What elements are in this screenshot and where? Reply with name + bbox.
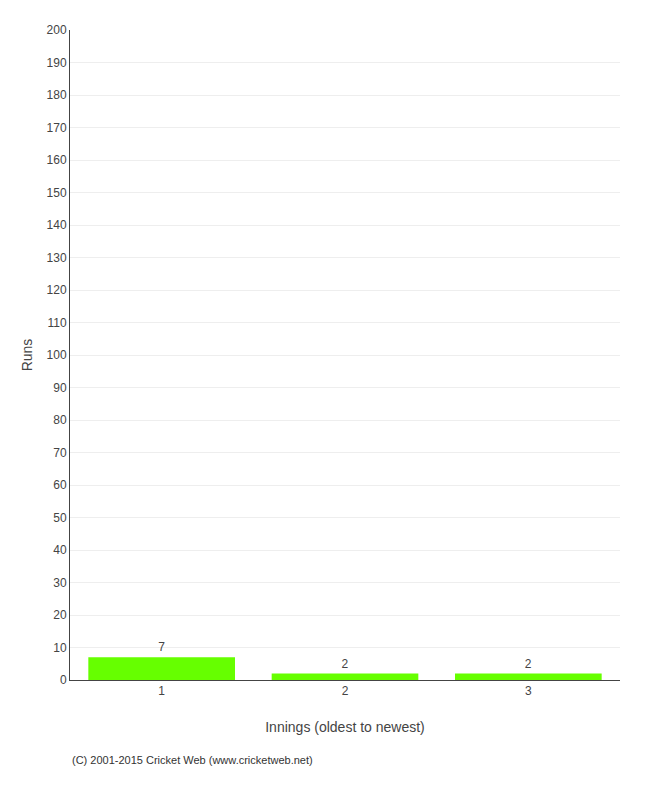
svg-text:3: 3 — [525, 684, 532, 698]
svg-text:130: 130 — [47, 251, 67, 265]
svg-text:40: 40 — [53, 543, 67, 557]
svg-text:2: 2 — [342, 684, 349, 698]
svg-text:100: 100 — [47, 348, 67, 362]
svg-text:70: 70 — [53, 446, 67, 460]
svg-text:120: 120 — [47, 283, 67, 297]
svg-text:50: 50 — [53, 511, 67, 525]
svg-text:(C) 2001-2015 Cricket Web (www: (C) 2001-2015 Cricket Web (www.cricketwe… — [72, 754, 313, 766]
svg-text:7: 7 — [158, 640, 165, 654]
svg-text:110: 110 — [47, 316, 66, 330]
svg-text:200: 200 — [47, 23, 67, 37]
svg-text:10: 10 — [53, 641, 67, 655]
svg-text:90: 90 — [53, 381, 67, 395]
svg-text:2: 2 — [342, 657, 349, 671]
svg-text:150: 150 — [47, 186, 67, 200]
svg-text:80: 80 — [53, 413, 67, 427]
svg-text:1: 1 — [158, 684, 165, 698]
svg-text:20: 20 — [53, 608, 67, 622]
svg-text:2: 2 — [525, 657, 532, 671]
svg-text:140: 140 — [47, 218, 67, 232]
svg-text:Runs: Runs — [19, 339, 35, 372]
svg-text:0: 0 — [60, 673, 67, 687]
svg-text:Innings (oldest to newest): Innings (oldest to newest) — [265, 719, 425, 735]
svg-text:30: 30 — [53, 576, 67, 590]
svg-text:60: 60 — [53, 478, 67, 492]
svg-text:180: 180 — [47, 88, 67, 102]
svg-text:190: 190 — [47, 56, 67, 70]
svg-text:170: 170 — [47, 121, 67, 135]
svg-text:160: 160 — [47, 153, 67, 167]
